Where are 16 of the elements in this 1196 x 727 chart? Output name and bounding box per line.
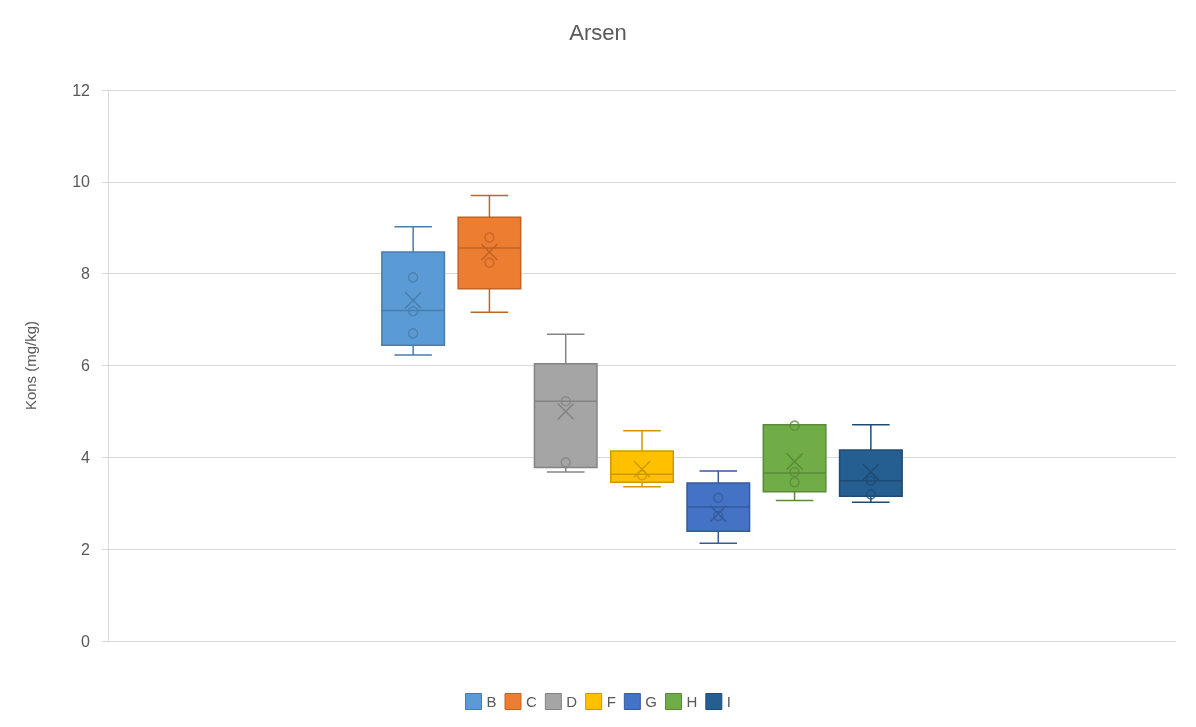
legend-label: C	[526, 693, 537, 710]
y-tick-label: 6	[81, 357, 91, 374]
legend-label: I	[726, 693, 731, 710]
y-tick-label: 4	[81, 448, 91, 466]
legend-label: H	[686, 693, 698, 710]
y-tick-label: 0	[81, 632, 91, 650]
y-tick-label: 10	[72, 173, 91, 191]
y-axis-title: Kons (mg/kg)	[22, 320, 39, 411]
legend-label: B	[486, 693, 497, 710]
legend-label: D	[566, 693, 578, 710]
legend-label: G	[645, 693, 657, 710]
y-tick-label: 2	[81, 540, 91, 558]
y-tick-label: 8	[81, 265, 91, 283]
y-tick-label: 12	[72, 81, 91, 99]
chart-title: Arsen	[569, 19, 627, 45]
legend-label: F	[606, 693, 616, 710]
